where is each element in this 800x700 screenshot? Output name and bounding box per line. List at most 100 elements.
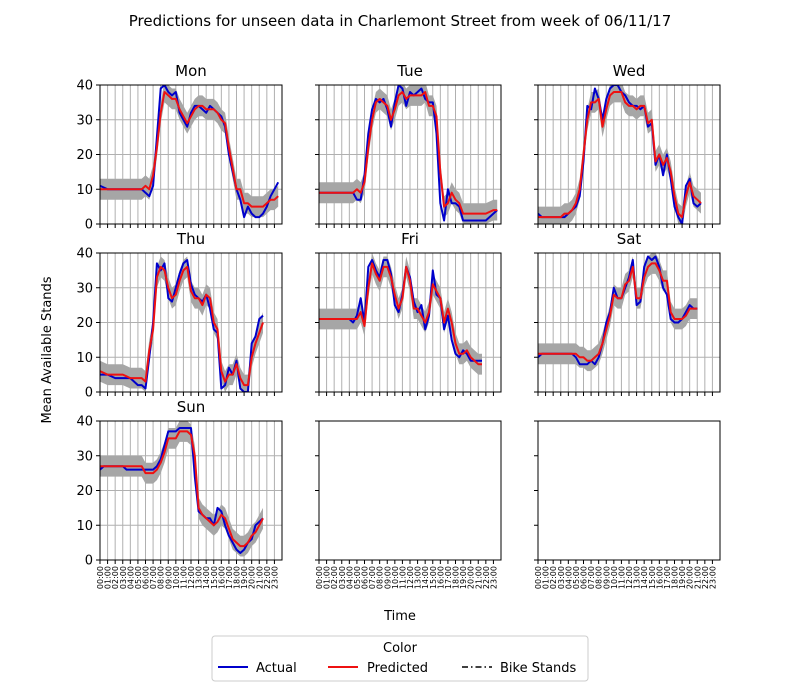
actual-series-line — [319, 85, 498, 222]
x-tick-label: 01:00 — [104, 566, 113, 589]
x-tick-label: 21:00 — [693, 566, 702, 589]
y-tick-label: 40 — [76, 247, 93, 262]
x-tick-label: 12:00 — [406, 566, 415, 589]
x-tick-label: 19:00 — [240, 566, 249, 589]
x-tick-label: 09:00 — [602, 566, 611, 589]
x-tick-label: 05:00 — [134, 566, 143, 589]
y-tick-label: 20 — [76, 484, 93, 499]
x-tick-label: 16:00 — [217, 566, 226, 589]
x-tick-label: 08:00 — [376, 566, 385, 589]
x-tick-label: 00:00 — [534, 566, 543, 589]
x-tick-label: 05:00 — [353, 566, 362, 589]
subplot-empty-7: 00:0001:0002:0003:0004:0005:0006:0007:00… — [315, 420, 502, 589]
predicted-series-line — [538, 91, 702, 219]
x-tick-label: 03:00 — [557, 566, 566, 589]
x-tick-label: 17:00 — [444, 566, 453, 589]
predicted-series-line — [319, 91, 498, 215]
predicted-series-line — [100, 430, 264, 548]
x-tick-label: 21:00 — [474, 566, 483, 589]
subplot-empty-8: 00:0001:0002:0003:0004:0005:0006:0007:00… — [534, 420, 721, 589]
x-tick-label: 13:00 — [195, 566, 204, 589]
subplot-sat: Sat — [534, 230, 721, 396]
predicted-series-line — [538, 262, 698, 362]
y-axis-label: Mean Available Stands — [40, 276, 55, 423]
prediction-band — [100, 85, 279, 218]
subplot-title: Sat — [617, 230, 642, 248]
x-tick-label: 22:00 — [701, 566, 710, 589]
predicted-series-line — [100, 265, 264, 387]
subplot-title: Wed — [613, 62, 646, 80]
y-tick-label: 30 — [76, 113, 93, 128]
x-tick-label: 04:00 — [345, 566, 354, 589]
y-tick-label: 0 — [85, 554, 93, 569]
x-tick-label: 14:00 — [202, 566, 211, 589]
x-tick-label: 09:00 — [164, 566, 173, 589]
x-tick-label: 14:00 — [421, 566, 430, 589]
x-tick-label: 13:00 — [633, 566, 642, 589]
y-tick-label: 20 — [76, 148, 93, 163]
x-tick-label: 06:00 — [580, 566, 589, 589]
y-tick-label: 10 — [76, 519, 93, 534]
x-tick-label: 20:00 — [686, 566, 695, 589]
x-tick-label: 12:00 — [187, 566, 196, 589]
subplot-wed: Wed — [534, 62, 721, 228]
y-tick-label: 20 — [76, 316, 93, 331]
x-tick-label: 04:00 — [564, 566, 573, 589]
x-tick-label: 14:00 — [640, 566, 649, 589]
x-tick-label: 05:00 — [572, 566, 581, 589]
subplot-thu: 0 10 20 30 40 Thu — [76, 230, 283, 401]
x-tick-label: 16:00 — [436, 566, 445, 589]
x-tick-label: 20:00 — [467, 566, 476, 589]
predicted-series-line — [100, 91, 279, 208]
x-tick-label: 22:00 — [263, 566, 272, 589]
legend-actual-label: Actual — [256, 661, 297, 676]
x-tick-label: 00:00 — [96, 566, 105, 589]
y-tick-label: 0 — [85, 386, 93, 401]
x-tick-label: 23:00 — [270, 566, 279, 589]
y-tick-label: 10 — [76, 183, 93, 198]
x-tick-label: 11:00 — [398, 566, 407, 589]
legend-title: Color — [383, 641, 418, 656]
predicted-series-line — [319, 262, 482, 366]
subplot-tue: Tue — [315, 62, 502, 228]
subplot-sun: 01020304000:0001:0002:0003:0004:0005:000… — [76, 398, 283, 589]
x-tick-label: 02:00 — [111, 566, 120, 589]
subplot-fri: Fri — [315, 230, 502, 396]
prediction-band — [100, 421, 263, 557]
axes-frame — [318, 420, 502, 561]
x-tick-label: 00:00 — [315, 566, 324, 589]
legend: Color Actual Predicted Bike Stands — [211, 635, 589, 682]
axes-frame — [537, 420, 721, 561]
subplot-title: Fri — [401, 230, 419, 248]
x-tick-label: 01:00 — [542, 566, 551, 589]
x-tick-label: 03:00 — [119, 566, 128, 589]
subplot-grid: 0 10 20 30 40 Mon Tue Wed 0 10 20 30 40 Thu Fri Sat 0 10 2… — [76, 62, 721, 589]
x-tick-label: 23:00 — [489, 566, 498, 589]
y-tick-label: 30 — [76, 281, 93, 296]
x-tick-label: 20:00 — [248, 566, 257, 589]
x-tick-label: 16:00 — [655, 566, 664, 589]
y-tick-label: 10 — [76, 351, 93, 366]
x-tick-label: 21:00 — [255, 566, 264, 589]
prediction-band — [538, 253, 698, 372]
prediction-band — [319, 85, 498, 224]
subplot-mon: 0 10 20 30 40 Mon — [76, 62, 283, 233]
gridlines — [99, 420, 282, 561]
x-tick-label: 07:00 — [368, 566, 377, 589]
x-tick-label: 02:00 — [549, 566, 558, 589]
y-tick-label: 30 — [76, 449, 93, 464]
x-tick-label: 17:00 — [663, 566, 672, 589]
legend-box — [211, 635, 589, 682]
x-tick-label: 23:00 — [708, 566, 717, 589]
figure-title: Predictions for unseen data in Charlemon… — [129, 12, 672, 30]
x-tick-label: 11:00 — [617, 566, 626, 589]
subplot-title: Thu — [176, 230, 205, 248]
x-tick-label: 10:00 — [391, 566, 400, 589]
x-tick-label: 19:00 — [459, 566, 468, 589]
y-tick-label: 40 — [76, 415, 93, 430]
x-tick-label: 18:00 — [671, 566, 680, 589]
x-tick-label: 01:00 — [323, 566, 332, 589]
x-tick-label: 06:00 — [142, 566, 151, 589]
x-tick-label: 15:00 — [648, 566, 657, 589]
x-tick-label: 10:00 — [172, 566, 181, 589]
